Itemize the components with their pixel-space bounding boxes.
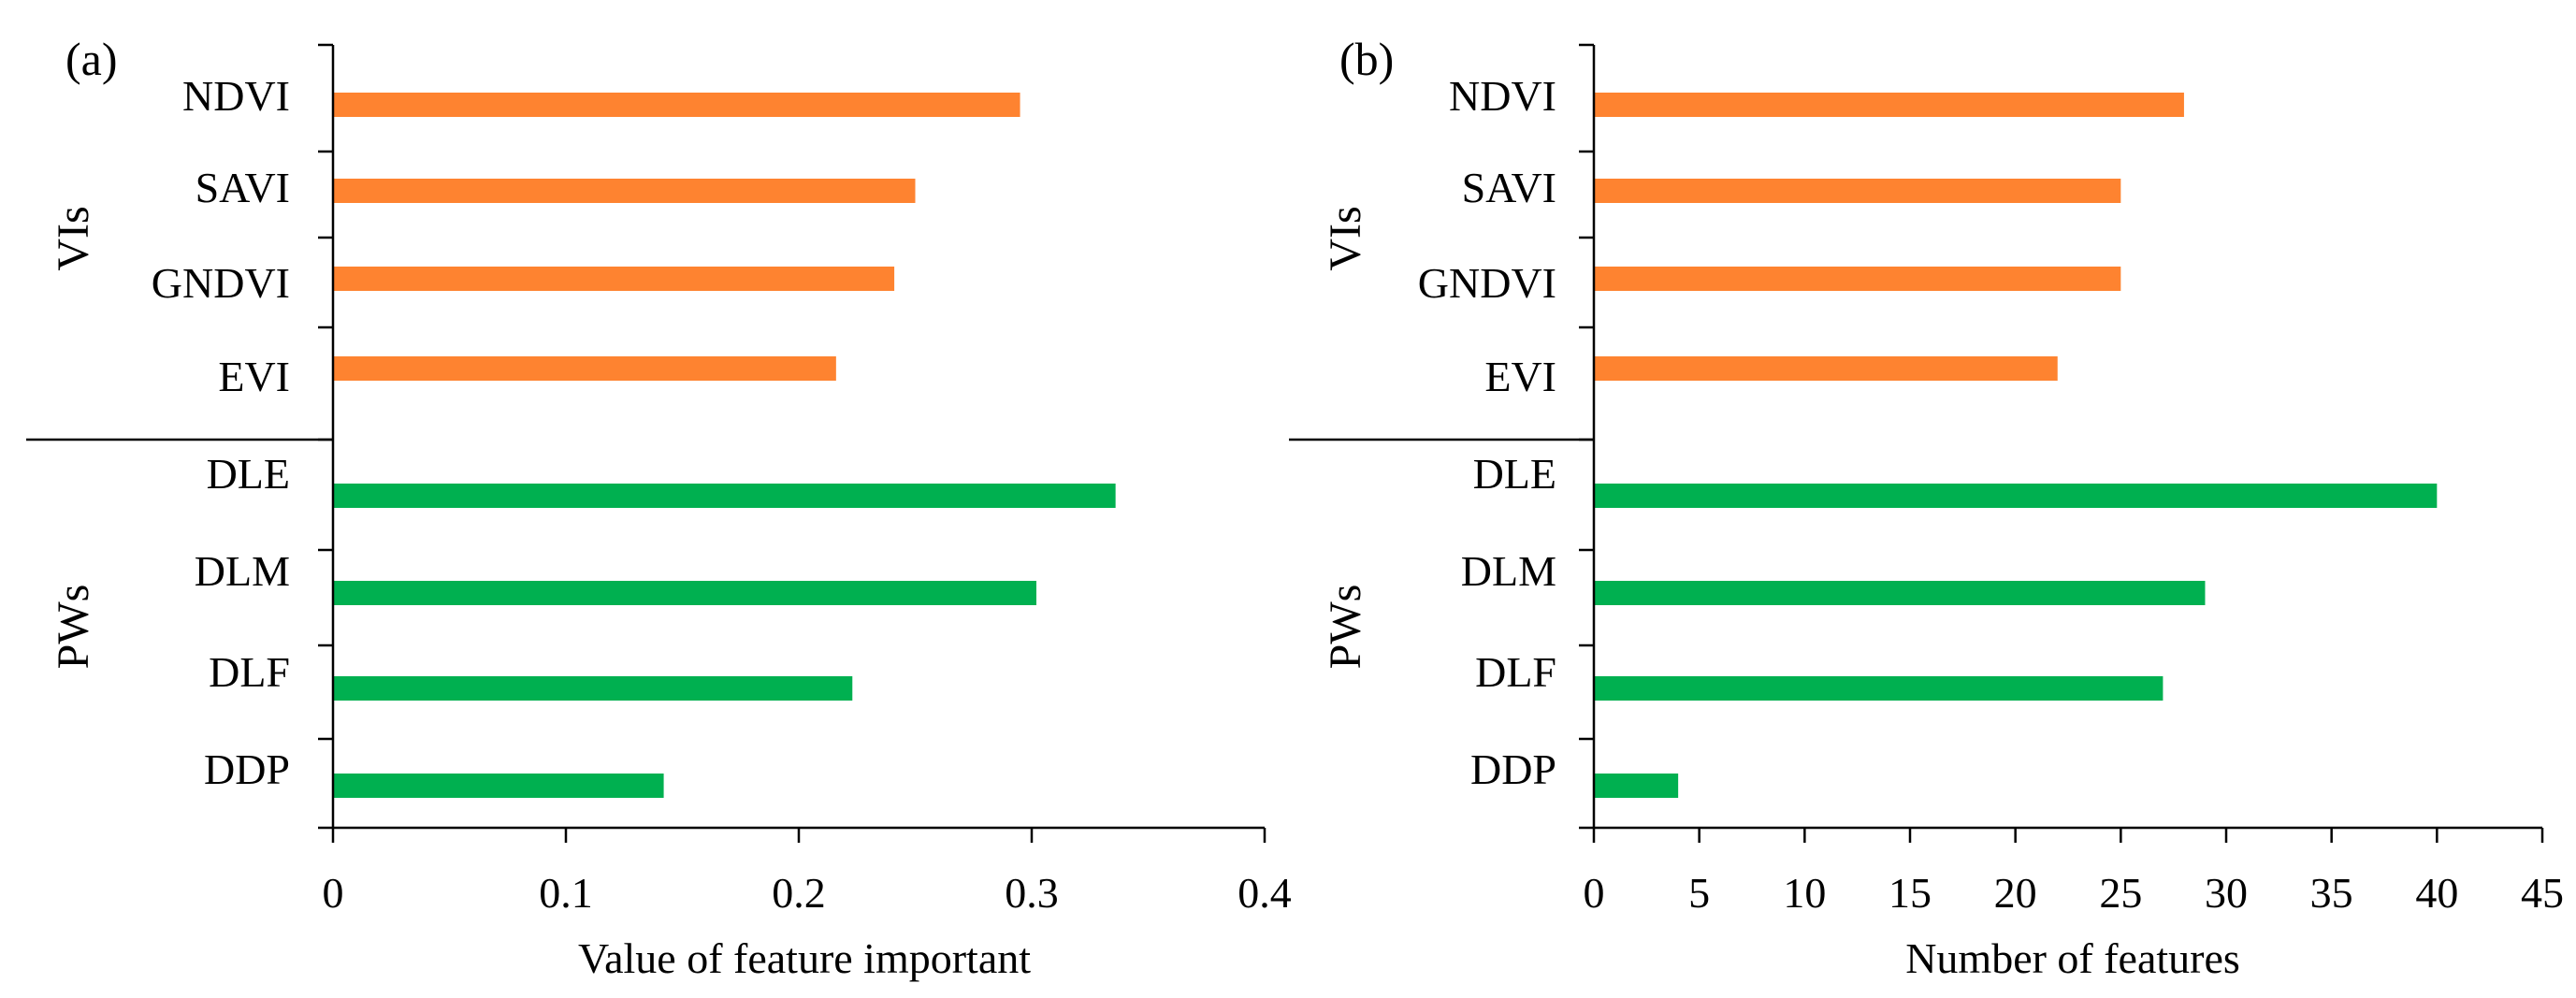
- panel-a-category-label-dle: DLE: [207, 450, 290, 498]
- panel-a-x-tick-label: 0: [323, 869, 344, 917]
- panel-b-bar-evi: [1594, 356, 2058, 381]
- panel-b-x-tick-label: 20: [1994, 869, 2037, 917]
- panel-a-group-label-pws: PWs: [49, 585, 98, 670]
- panel-a-bar-dlm: [333, 581, 1036, 605]
- panel-a-bar-evi: [333, 356, 836, 381]
- panel-b-category-label-dlf: DLF: [1475, 648, 1556, 696]
- panel-a-category-label-savi: SAVI: [195, 164, 290, 211]
- panel-a-label: (a): [65, 33, 118, 85]
- panel-b-category-label-savi: SAVI: [1462, 164, 1556, 211]
- panel-a-bar-ddp: [333, 774, 664, 798]
- panel-b-label: (b): [1339, 33, 1394, 85]
- panel-a-bar-savi: [333, 179, 916, 203]
- panel-a-bar-ndvi: [333, 93, 1020, 117]
- panel-b-group-label-vis: VIs: [1321, 206, 1370, 270]
- panel-b-category-label-dle: DLE: [1473, 450, 1556, 498]
- panel-b-x-tick-label: 25: [2099, 869, 2142, 917]
- panel-b-bar-dlm: [1594, 581, 2206, 605]
- panel-b-x-tick-label: 35: [2310, 869, 2353, 917]
- panel-a-group-label-vis: VIs: [49, 206, 98, 270]
- panel-b-bar-ddp: [1594, 774, 1679, 798]
- panel-b-group-label-pws: PWs: [1321, 585, 1370, 670]
- panel-b-x-tick-label: 0: [1584, 869, 1605, 917]
- panel-a-category-label-dlf: DLF: [209, 648, 290, 696]
- panel-a-category-label-dlm: DLM: [195, 547, 290, 595]
- panel-a-category-label-ndvi: NDVI: [182, 72, 290, 120]
- panel-b-x-axis-title: Number of features: [1905, 934, 2240, 982]
- panel-b-category-label-gndvi: GNDVI: [1418, 259, 1556, 307]
- panel-b-bar-ndvi: [1594, 93, 2184, 117]
- panel-b-x-tick-label: 10: [1783, 869, 1826, 917]
- panel-b-category-label-ddp: DDP: [1470, 745, 1556, 793]
- panel-b-category-label-dlm: DLM: [1461, 547, 1556, 595]
- panel-a-category-label-evi: EVI: [218, 353, 290, 400]
- panel-a-x-tick-label: 0.4: [1237, 869, 1292, 917]
- panel-b-x-tick-label: 40: [2415, 869, 2458, 917]
- panel-b-x-tick-label: 45: [2521, 869, 2564, 917]
- panel-b-category-label-ndvi: NDVI: [1449, 72, 1556, 120]
- panel-a-x-tick-label: 0.2: [772, 869, 826, 917]
- panel-b-bar-gndvi: [1594, 267, 2121, 291]
- panel-b-x-tick-label: 30: [2205, 869, 2248, 917]
- panel-b-bar-savi: [1594, 179, 2121, 203]
- panel-a-x-tick-label: 0.3: [1005, 869, 1059, 917]
- panel-b-x-tick-label: 5: [1688, 869, 1710, 917]
- panel-b-category-label-evi: EVI: [1484, 353, 1556, 400]
- panel-b-bar-dlf: [1594, 676, 2164, 701]
- panel-a-bar-gndvi: [333, 267, 895, 291]
- panel-b-bar-dle: [1594, 484, 2438, 508]
- panel-a-bar-dlf: [333, 676, 853, 701]
- panel-a-category-label-ddp: DDP: [204, 745, 290, 793]
- panel-b-x-tick-label: 15: [1889, 869, 1932, 917]
- panel-a-bar-dle: [333, 484, 1116, 508]
- panel-a-category-label-gndvi: GNDVI: [152, 259, 290, 307]
- panel-a-x-axis-title: Value of feature important: [578, 934, 1031, 982]
- panel-a-x-tick-label: 0.1: [539, 869, 593, 917]
